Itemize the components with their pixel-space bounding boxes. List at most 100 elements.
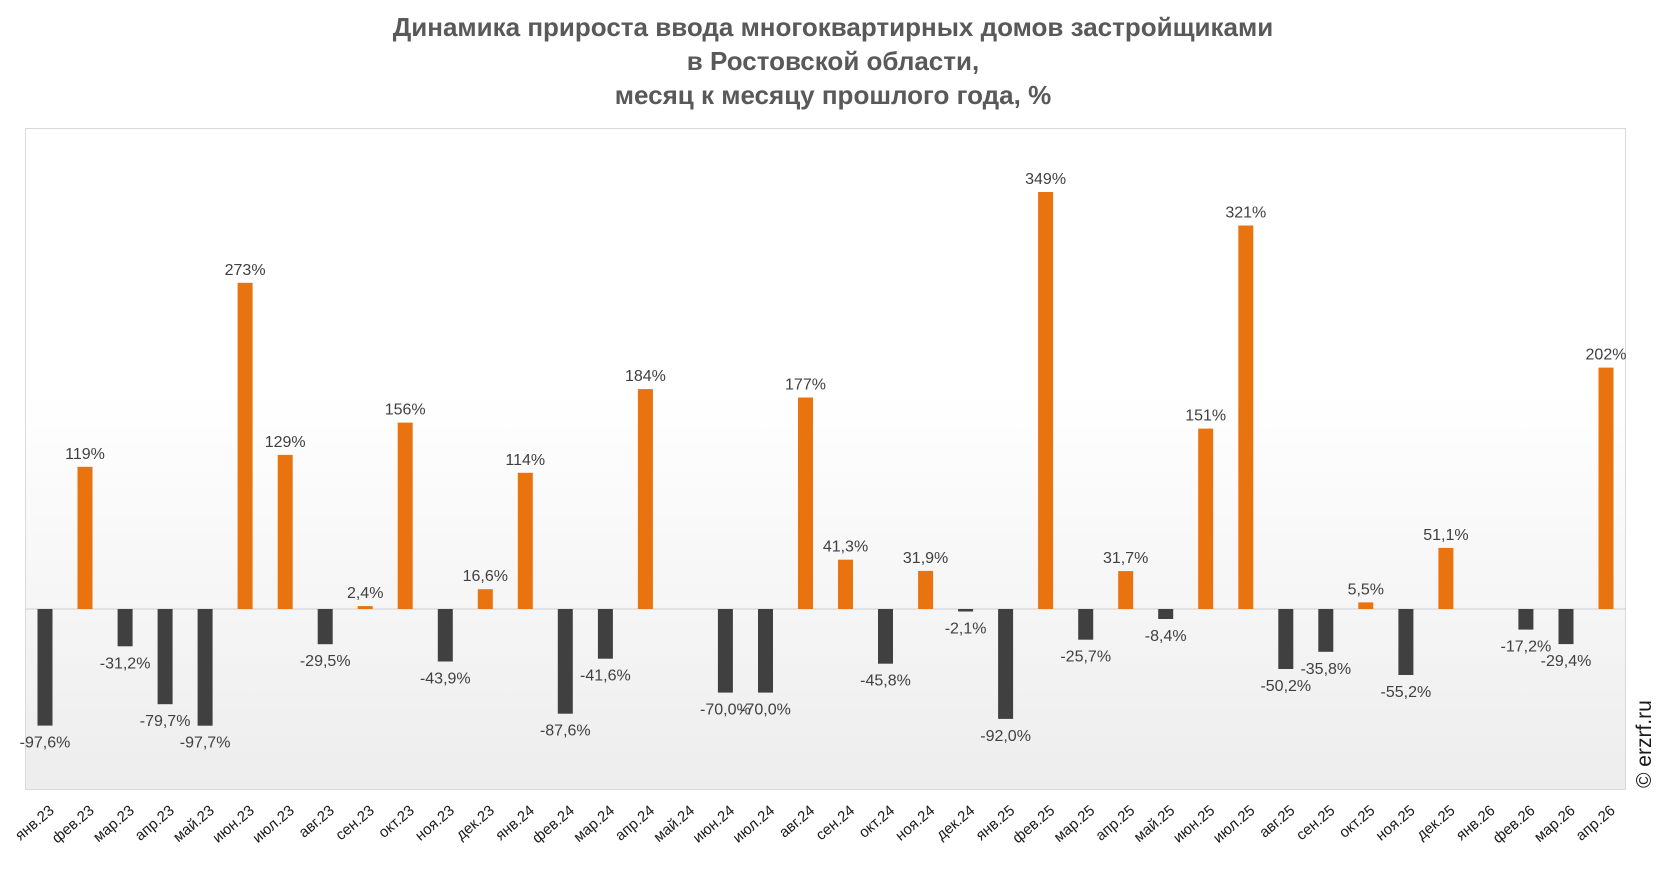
x-tick-label-авг.24: авг.24 [776, 802, 818, 841]
data-label-мар.25: -25,7% [1060, 649, 1111, 666]
x-tick-label-апр.23: апр.23 [132, 802, 178, 844]
data-label-авг.25: -50,2% [1260, 678, 1311, 695]
bar-мар.26 [1558, 609, 1574, 645]
data-label-дек.25: 51,1% [1423, 527, 1468, 544]
bar-июн.23 [237, 282, 253, 609]
bar-сен.23 [357, 606, 373, 609]
bar-фев.26 [1518, 609, 1534, 630]
chart-title: Динамика прироста ввода многоквартирных … [0, 10, 1666, 112]
data-label-ноя.23: -43,9% [420, 671, 471, 688]
data-label-июн.25: 151% [1185, 408, 1226, 425]
chart-title-line-2: в Ростовской области, [686, 46, 980, 76]
data-label-май.23: -97,7% [180, 735, 231, 752]
bar-авг.24 [798, 397, 813, 609]
chart-title-line-3: месяц к месяцу прошлого года, % [614, 80, 1052, 110]
x-tick-label-сен.23: сен.23 [332, 802, 377, 844]
x-tick-label-фев.24: фев.24 [529, 802, 578, 847]
bar-дек.23 [477, 589, 493, 609]
bar-авг.23 [317, 609, 333, 645]
data-label-сен.25: -35,8% [1300, 661, 1351, 678]
data-label-апр.25: 31,7% [1103, 550, 1148, 567]
data-label-июл.24: -70,0% [740, 702, 791, 719]
x-tick-label-авг.23: авг.23 [296, 802, 338, 841]
data-label-дек.24: -2,1% [945, 621, 987, 638]
x-tick-label-янв.23: янв.23 [12, 802, 58, 844]
data-label-ноя.25: -55,2% [1381, 684, 1432, 701]
x-tick-label-ноя.24: ноя.24 [892, 802, 938, 844]
x-tick-label-янв.24: янв.24 [492, 802, 538, 844]
x-tick-label-авг.25: авг.25 [1256, 802, 1298, 841]
x-tick-label-май.24: май.24 [650, 802, 698, 846]
x-tick-label-ноя.25: ноя.25 [1373, 802, 1419, 844]
x-tick-label-дек.24: дек.24 [933, 802, 978, 844]
bar-ноя.24 [918, 570, 934, 609]
x-tick-label-апр.25: апр.25 [1092, 802, 1138, 844]
bar-окт.23 [397, 422, 413, 609]
x-tick-label-мар.24: мар.24 [570, 802, 618, 846]
bar-янв.24 [517, 472, 533, 609]
bar-окт.25 [1358, 602, 1374, 609]
data-label-фев.24: -87,6% [540, 723, 591, 740]
x-tick-label-ноя.23: ноя.23 [412, 802, 458, 844]
data-label-авг.24: 177% [785, 377, 826, 394]
bar-июл.23 [277, 454, 293, 609]
x-tick-label-июн.23: июн.23 [209, 802, 257, 846]
x-tick-label-сен.25: сен.25 [1293, 802, 1338, 844]
x-tick-label-мар.26: мар.26 [1531, 802, 1579, 846]
data-label-янв.23: -97,6% [20, 735, 71, 752]
data-label-май.25: -8,4% [1145, 628, 1187, 645]
bar-май.25 [1158, 609, 1174, 619]
x-tick-label-окт.23: окт.23 [375, 802, 417, 841]
x-tick-label-янв.26: янв.26 [1453, 802, 1499, 844]
x-tick-label-апр.26: апр.26 [1573, 802, 1619, 844]
data-label-сен.23: 2,4% [347, 585, 383, 602]
data-label-авг.23: -29,5% [300, 653, 351, 670]
x-tick-label-фев.23: фев.23 [49, 802, 98, 847]
bar-дек.25 [1438, 547, 1454, 609]
x-tick-label-сен.24: сен.24 [813, 802, 858, 844]
bar-ноя.25 [1398, 609, 1414, 675]
x-tick-label-май.25: май.25 [1131, 802, 1179, 846]
data-label-фев.23: 119% [65, 446, 105, 463]
data-label-окт.25: 5,5% [1348, 581, 1384, 598]
bar-янв.25 [998, 609, 1014, 719]
x-tick-label-июн.25: июн.25 [1170, 802, 1218, 846]
bar-мар.23 [117, 609, 133, 647]
data-label-апр.24: 184% [625, 368, 666, 385]
bar-сен.24 [838, 559, 853, 609]
data-label-мар.26: -29,4% [1541, 653, 1592, 670]
bar-июл.24 [758, 609, 773, 693]
x-tick-label-янв.25: янв.25 [973, 802, 1019, 844]
data-label-фев.25: 349% [1025, 171, 1066, 188]
data-label-сен.24: 41,3% [823, 539, 868, 556]
bar-мар.24 [597, 609, 613, 659]
bar-апр.23 [157, 609, 173, 705]
x-tick-label-дек.23: дек.23 [453, 802, 498, 844]
data-label-июн.23: 273% [225, 262, 266, 279]
data-label-апр.23: -79,7% [140, 713, 191, 730]
x-tick-label-окт.24: окт.24 [856, 802, 898, 841]
bar-фев.25 [1038, 192, 1054, 609]
data-label-фев.26: -17,2% [1501, 639, 1552, 656]
bar-июн.25 [1198, 428, 1214, 609]
x-tick-label-июл.25: июл.25 [1210, 802, 1258, 846]
data-label-окт.23: 156% [385, 402, 426, 419]
x-tick-label-мар.25: мар.25 [1051, 802, 1099, 846]
bar-апр.24 [637, 389, 653, 609]
x-tick-label-июл.24: июл.24 [730, 802, 778, 846]
bar-май.23 [197, 609, 213, 726]
bar-окт.24 [878, 609, 893, 664]
bar-фев.23 [77, 466, 93, 609]
x-tick-label-фев.25: фев.25 [1009, 802, 1058, 847]
bar-дек.24 [958, 609, 974, 612]
x-tick-label-июн.24: июн.24 [690, 802, 738, 846]
data-label-июн.24: -70,0% [700, 702, 751, 719]
data-label-апр.26: 202% [1586, 347, 1627, 364]
x-tick-label-окт.25: окт.25 [1336, 802, 1378, 841]
data-label-янв.24: 114% [505, 452, 545, 469]
bar-ноя.23 [437, 609, 453, 662]
data-label-янв.25: -92,0% [980, 728, 1031, 745]
x-tick-label-апр.24: апр.24 [612, 802, 658, 844]
data-label-ноя.24: 31,9% [903, 550, 948, 567]
bar-сен.25 [1318, 609, 1334, 652]
